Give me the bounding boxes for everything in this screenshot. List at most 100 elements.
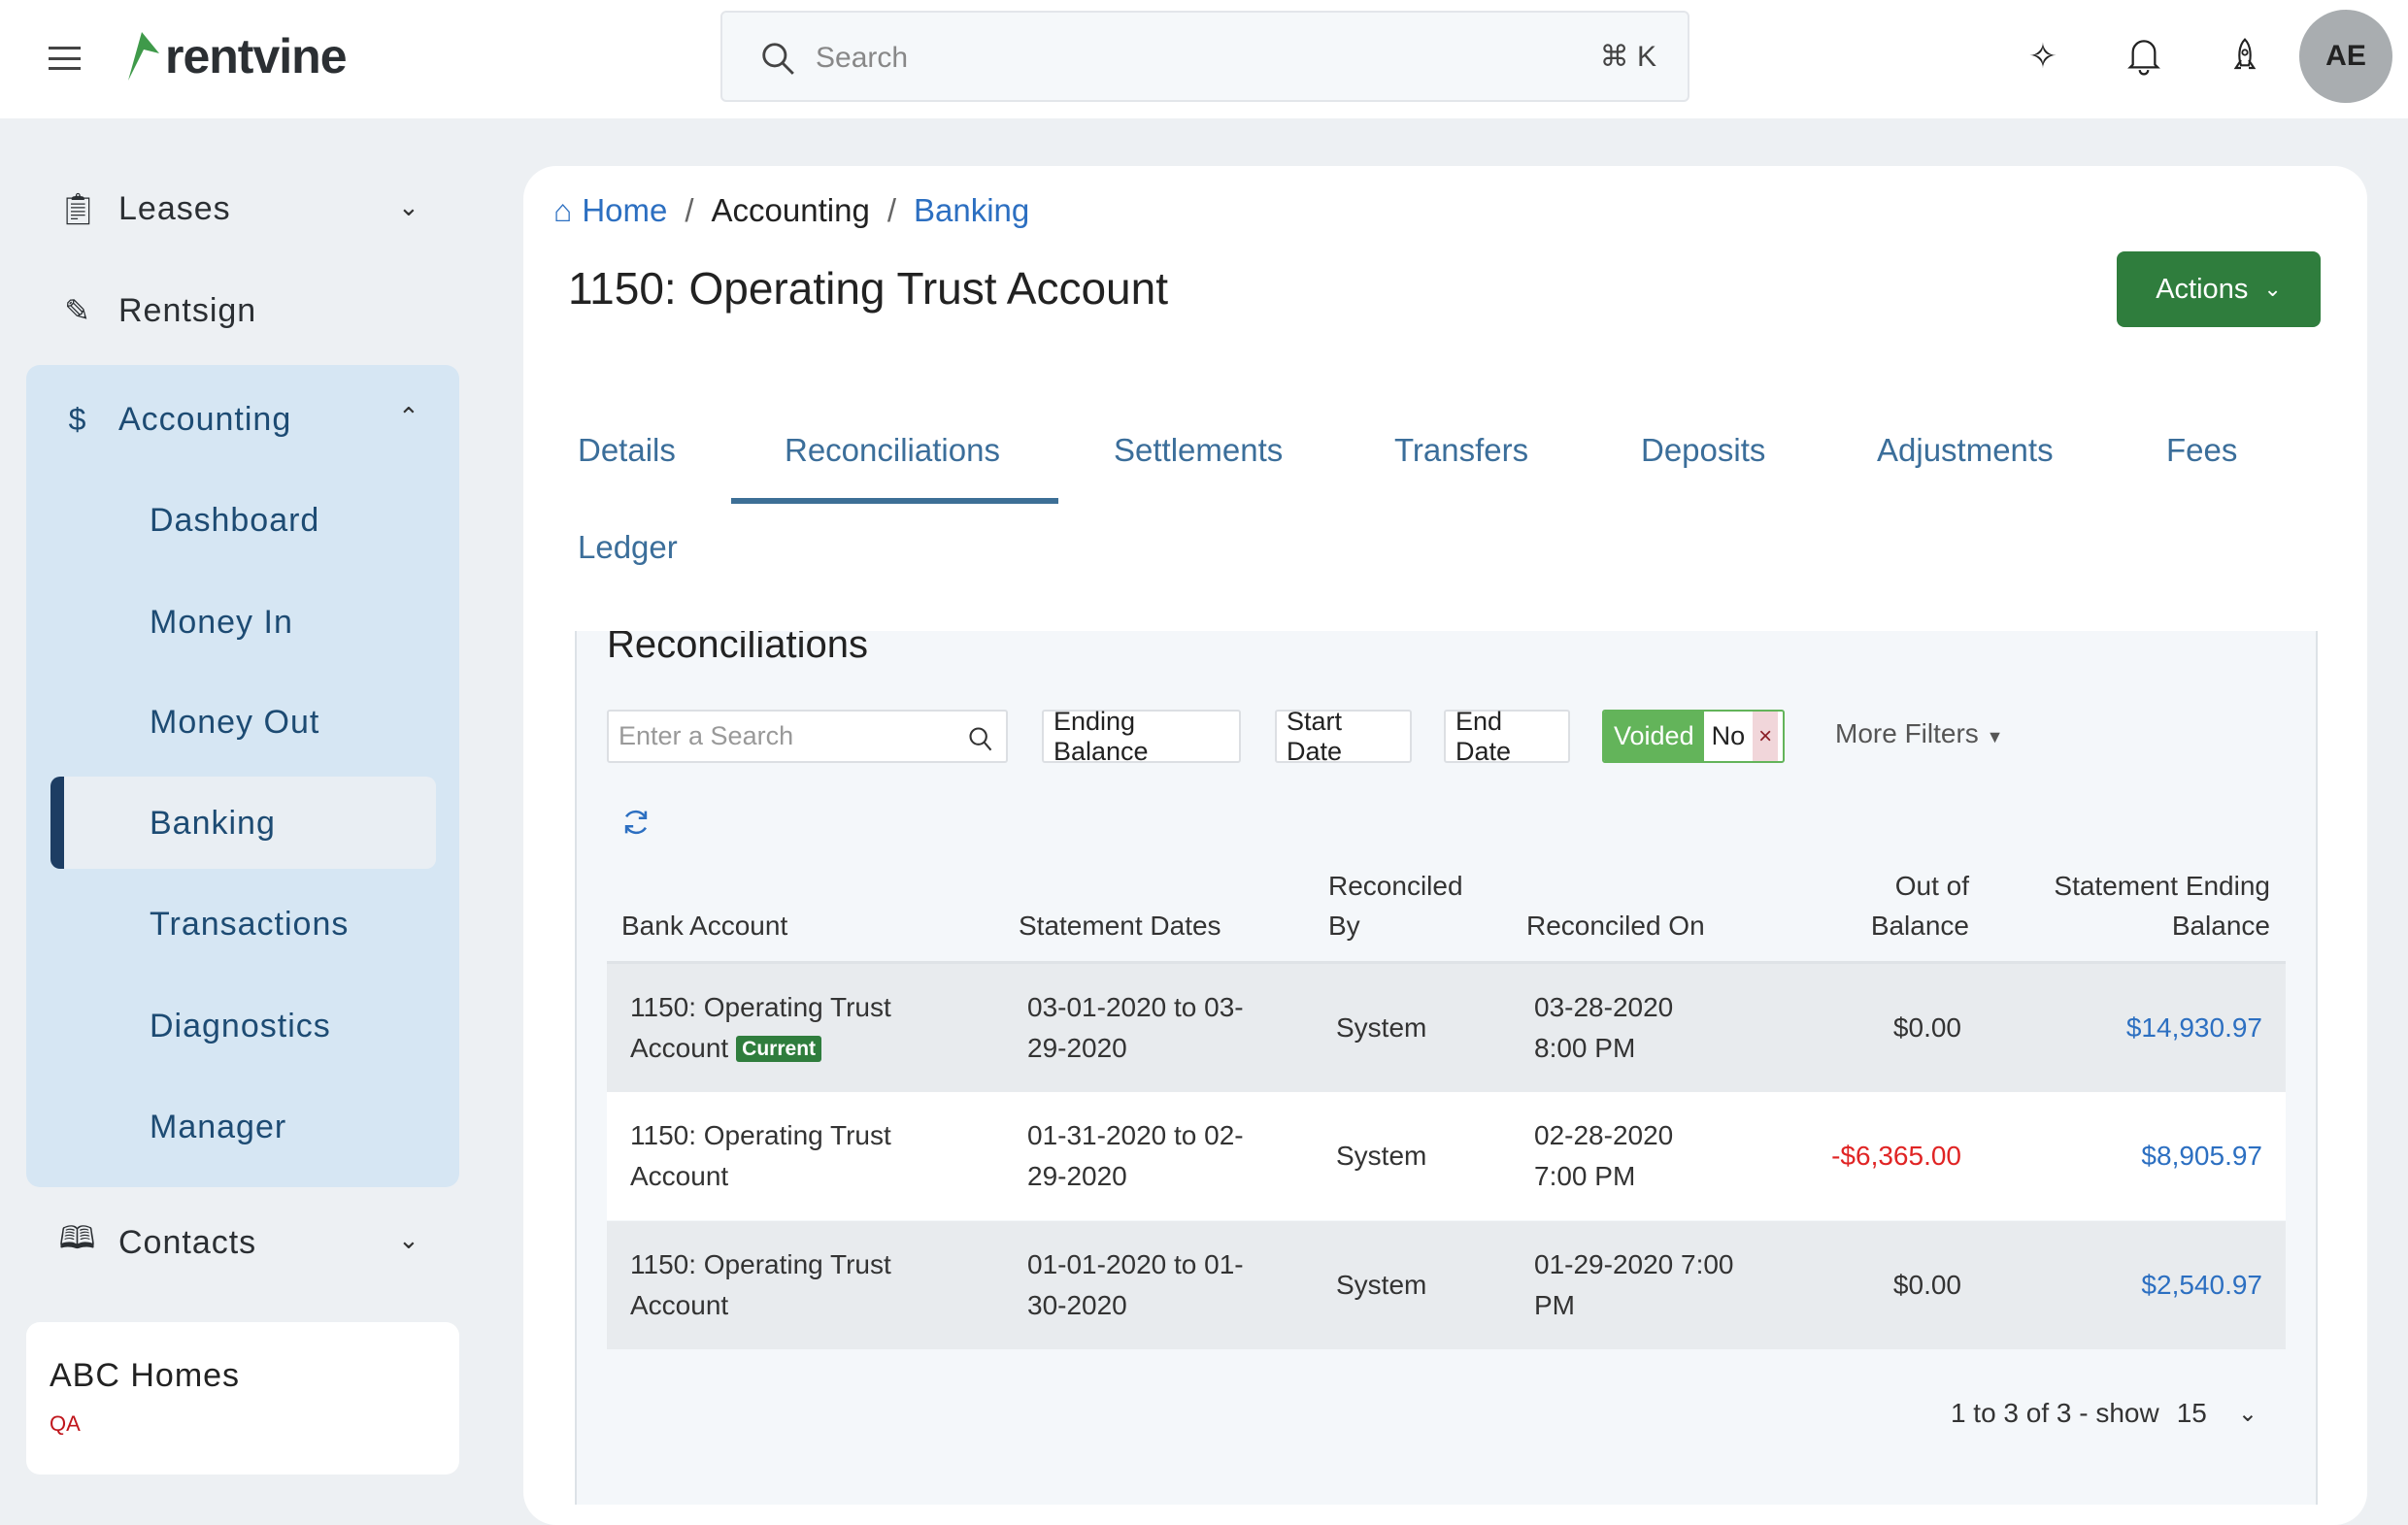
reconciled-by-cell: System [1336, 1141, 1427, 1171]
header-line: By [1328, 911, 1360, 941]
header-line: Balance [1870, 911, 1969, 941]
out-of-balance-cell: $0.00 [1892, 1012, 1961, 1043]
breadcrumb-separator: / [886, 192, 896, 228]
accounting-group [26, 365, 459, 1187]
breadcrumb-banking[interactable]: Banking [913, 192, 1030, 228]
bank-account-cell[interactable]: 1150: Operating Trust Account [630, 1244, 891, 1326]
cell-line: 8:00 PM [1534, 1033, 1636, 1063]
breadcrumb-home[interactable]: Home [582, 192, 668, 228]
cell-line: 1150: Operating Trust [630, 1120, 891, 1150]
refresh-icon[interactable] [619, 806, 652, 839]
cell-line: Account [630, 1290, 729, 1320]
table-row[interactable]: 1150: Operating Trust Account Current 03-01… [607, 964, 2286, 1092]
org-name: ABC Homes [50, 1357, 241, 1394]
caret-down-icon: ▼ [1986, 727, 2004, 746]
filter-search-input[interactable]: Enter a Search [607, 710, 1008, 763]
start-date-filter[interactable]: Start Date [1275, 707, 1412, 766]
sidebar-subitem-money-out[interactable]: Money Out [150, 703, 320, 741]
column-header-reconciled-by[interactable]: Reconciled By [1328, 866, 1463, 945]
organization-switcher[interactable]: ABC Homes QA [26, 1322, 459, 1475]
tab-reconciliations[interactable]: Reconciliations [785, 432, 1000, 468]
column-header-out-of-balance[interactable]: Out of Balance [1871, 866, 1969, 945]
current-badge: Current [736, 1036, 822, 1062]
tab-fees[interactable]: Fees [2166, 432, 2238, 468]
cell-line: 01-31-2020 to 02- [1027, 1120, 1244, 1150]
voided-filter-chip[interactable]: Voided No × [1602, 710, 1785, 763]
tab-settlements[interactable]: Settlements [1114, 432, 1284, 468]
sidebar-subitem-dashboard[interactable]: Dashboard [150, 501, 320, 539]
actions-label: Actions [2156, 273, 2249, 305]
sparkle-icon[interactable]: ✧ [2027, 36, 2058, 76]
section-title: Reconciliations [607, 631, 869, 666]
sidebar-item-label: Contacts [118, 1223, 257, 1261]
signature-icon: ✎ [64, 293, 91, 328]
bell-icon[interactable] [2121, 33, 2167, 80]
sidebar-subitem-money-in[interactable]: Money In [150, 603, 293, 641]
statement-dates-cell: 01-31-2020 to 02- 29-2020 [1027, 1115, 1244, 1197]
chevron-down-icon[interactable]: ⌄ [2237, 1400, 2258, 1427]
search-shortcut: ⌘ K [1599, 41, 1656, 73]
cell-line: 01-29-2020 7:00 [1534, 1249, 1734, 1279]
filter-search-placeholder: Enter a Search [619, 721, 794, 750]
home-icon[interactable]: ⌂ [553, 192, 573, 228]
statement-ending-balance-link[interactable]: $14,930.97 [2125, 1012, 2262, 1043]
sidebar-item-leases[interactable]: 📋︎ Leases [58, 180, 231, 238]
sidebar-item-label: Rentsign [118, 291, 257, 329]
column-header-bank-account[interactable]: Bank Account [621, 911, 788, 941]
sidebar-item-rentsign[interactable]: ✎ Rentsign [58, 282, 256, 340]
table-row[interactable]: 1150: Operating Trust Account 01-31-2020 t… [607, 1092, 2286, 1220]
sidebar-item-accounting[interactable]: $ Accounting [58, 390, 291, 448]
ending-balance-filter[interactable]: Ending Balance [1042, 707, 1241, 766]
bank-account-cell[interactable]: 1150: Operating Trust Account Current [630, 987, 891, 1070]
more-filters-button[interactable]: More Filters ▼ [1835, 718, 2003, 749]
rocket-icon[interactable] [2222, 33, 2268, 80]
column-header-statement-dates[interactable]: Statement Dates [1019, 911, 1221, 941]
sidebar-subitem-manager[interactable]: Manager [150, 1108, 287, 1145]
active-tab-indicator [731, 498, 1058, 504]
user-avatar[interactable]: AE [2299, 10, 2392, 103]
header-line: Balance [2171, 911, 2270, 941]
sidebar-subitem-banking[interactable]: Banking [150, 804, 276, 842]
column-header-statement-ending-balance[interactable]: Statement Ending Balance [2054, 866, 2270, 945]
tab-details[interactable]: Details [578, 432, 676, 468]
tab-ledger[interactable]: Ledger [578, 529, 678, 565]
logo[interactable]: rentvine [124, 25, 348, 87]
actions-button[interactable]: Actions ⌄ [2117, 251, 2321, 327]
reconciled-on-cell: 03-28-2020 8:00 PM [1534, 987, 1673, 1069]
reconciled-on-cell: 01-29-2020 7:00 PM [1534, 1244, 1734, 1326]
page-size-select[interactable]: 15 [2176, 1398, 2207, 1428]
sidebar-subitem-diagnostics[interactable]: Diagnostics [150, 1007, 331, 1044]
tab-adjustments[interactable]: Adjustments [1877, 432, 2054, 468]
cell-line: Account [630, 1033, 729, 1063]
statement-ending-balance-link[interactable]: $8,905.97 [2141, 1141, 2262, 1171]
pagination-summary: 1 to 3 of 3 - show [1950, 1398, 2159, 1428]
cell-line: 29-2020 [1027, 1033, 1127, 1063]
end-date-filter[interactable]: End Date [1444, 707, 1570, 766]
chevron-down-icon[interactable]: ⌄ [398, 1225, 419, 1254]
cell-line: 29-2020 [1027, 1161, 1127, 1191]
book-icon: 🕮︎ [58, 1220, 97, 1255]
out-of-balance-cell: $0.00 [1892, 1270, 1961, 1300]
tab-deposits[interactable]: Deposits [1641, 432, 1766, 468]
column-header-reconciled-on[interactable]: Reconciled On [1526, 911, 1705, 941]
cell-line: 02-28-2020 [1534, 1120, 1674, 1150]
cell-line: Account [630, 1161, 729, 1191]
menu-icon[interactable] [49, 47, 81, 70]
table-row[interactable]: 1150: Operating Trust Account 01-01-2020 t… [607, 1221, 2286, 1349]
clear-voided-filter-button[interactable]: × [1753, 712, 1779, 761]
chevron-down-icon[interactable]: ⌄ [398, 192, 419, 221]
cell-line: 1150: Operating Trust [630, 992, 891, 1022]
chevron-up-icon[interactable]: ⌃ [398, 402, 419, 431]
bank-account-cell[interactable]: 1150: Operating Trust Account [630, 1115, 891, 1197]
sidebar-item-contacts[interactable]: 🕮︎ Contacts [58, 1213, 256, 1272]
global-search[interactable]: Search ⌘ K [720, 11, 1689, 102]
statement-ending-balance-link[interactable]: $2,540.97 [2141, 1270, 2262, 1300]
clipboard-icon: 📋︎ [58, 191, 99, 226]
sidebar-subitem-transactions[interactable]: Transactions [150, 905, 350, 943]
pagination: 1 to 3 of 3 - show 15 ⌄ [1951, 1398, 2258, 1429]
tab-transfers[interactable]: Transfers [1394, 432, 1529, 468]
cell-line: 01-01-2020 to 01- [1027, 1249, 1244, 1279]
breadcrumb-accounting: Accounting [711, 192, 870, 228]
breadcrumb: ⌂ Home / Accounting / Banking [553, 192, 1029, 229]
logo-text: rentvine [165, 29, 348, 83]
